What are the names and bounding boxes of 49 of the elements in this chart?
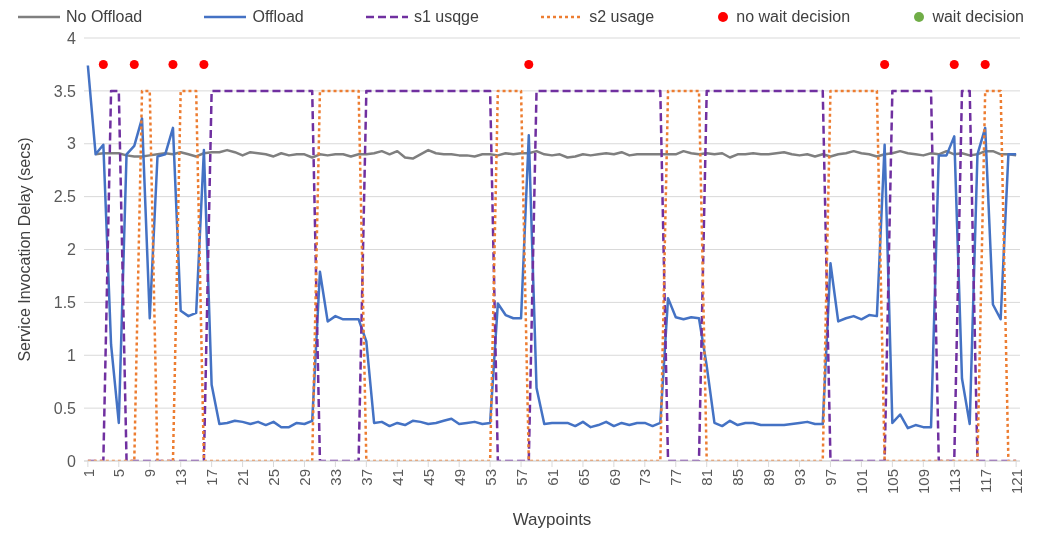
y-tick-label: 3.5 [53, 82, 77, 100]
x-tick-label: 69 [605, 469, 623, 486]
y-axis-title: Service Invocation Delay (secs) [15, 137, 33, 362]
x-tick-label: 77 [667, 469, 685, 486]
legend-label: no wait decision [736, 8, 851, 26]
y-tick-label: 3 [67, 135, 77, 153]
x-tick-label: 25 [265, 469, 283, 486]
x-tick-label: 65 [574, 469, 592, 486]
x-tick-label: 53 [481, 469, 499, 486]
x-tick-label: 5 [110, 469, 128, 478]
y-tick-label: 0 [67, 452, 77, 470]
legend-label: s1 usqge [413, 8, 479, 26]
x-tick-label: 101 [853, 469, 871, 495]
x-axis-title: Waypoints [512, 510, 592, 529]
x-tick-label: 93 [791, 469, 809, 486]
x-tick-label: 121 [1007, 469, 1025, 495]
x-tick-label: 9 [141, 469, 159, 478]
y-tick-label: 2 [67, 241, 77, 259]
x-tick-label: 73 [636, 469, 654, 486]
x-tick-label: 21 [234, 469, 252, 486]
x-tick-label: 49 [450, 469, 468, 486]
x-tick-label: 29 [296, 469, 314, 486]
x-tick-label: 97 [822, 469, 840, 486]
x-tick-label: 89 [760, 469, 778, 486]
y-tick-label: 1.5 [53, 294, 77, 312]
x-tick-label: 41 [388, 469, 406, 486]
x-tick-label: 113 [945, 469, 963, 493]
x-tick-label: 85 [729, 469, 747, 486]
x-tick-label: 33 [327, 469, 345, 486]
line-series [94, 148, 1018, 160]
x-tick-label: 81 [698, 469, 716, 486]
legend-label: wait decision [932, 8, 1024, 26]
y-tick-label: 0.5 [53, 399, 77, 417]
x-tick-label: 13 [172, 469, 190, 486]
y-tick-label: 1 [67, 346, 77, 364]
x-tick-label: 61 [543, 469, 561, 486]
x-tick-label: 17 [203, 469, 221, 486]
x-tick-label: 109 [914, 469, 932, 495]
x-tick-label: 1 [79, 469, 97, 478]
x-tick-label: 117 [976, 469, 994, 493]
x-tick-label: 45 [419, 469, 437, 486]
legend-label: Offload [252, 8, 304, 26]
legend-label: s2 usage [589, 8, 655, 26]
x-tick-label: 57 [512, 469, 530, 486]
legend-label: No Offload [66, 8, 143, 26]
y-tick-label: 4 [67, 29, 77, 47]
x-tick-label: 37 [358, 469, 375, 486]
x-tick-label: 105 [884, 469, 902, 495]
y-tick-label: 2.5 [53, 188, 77, 206]
